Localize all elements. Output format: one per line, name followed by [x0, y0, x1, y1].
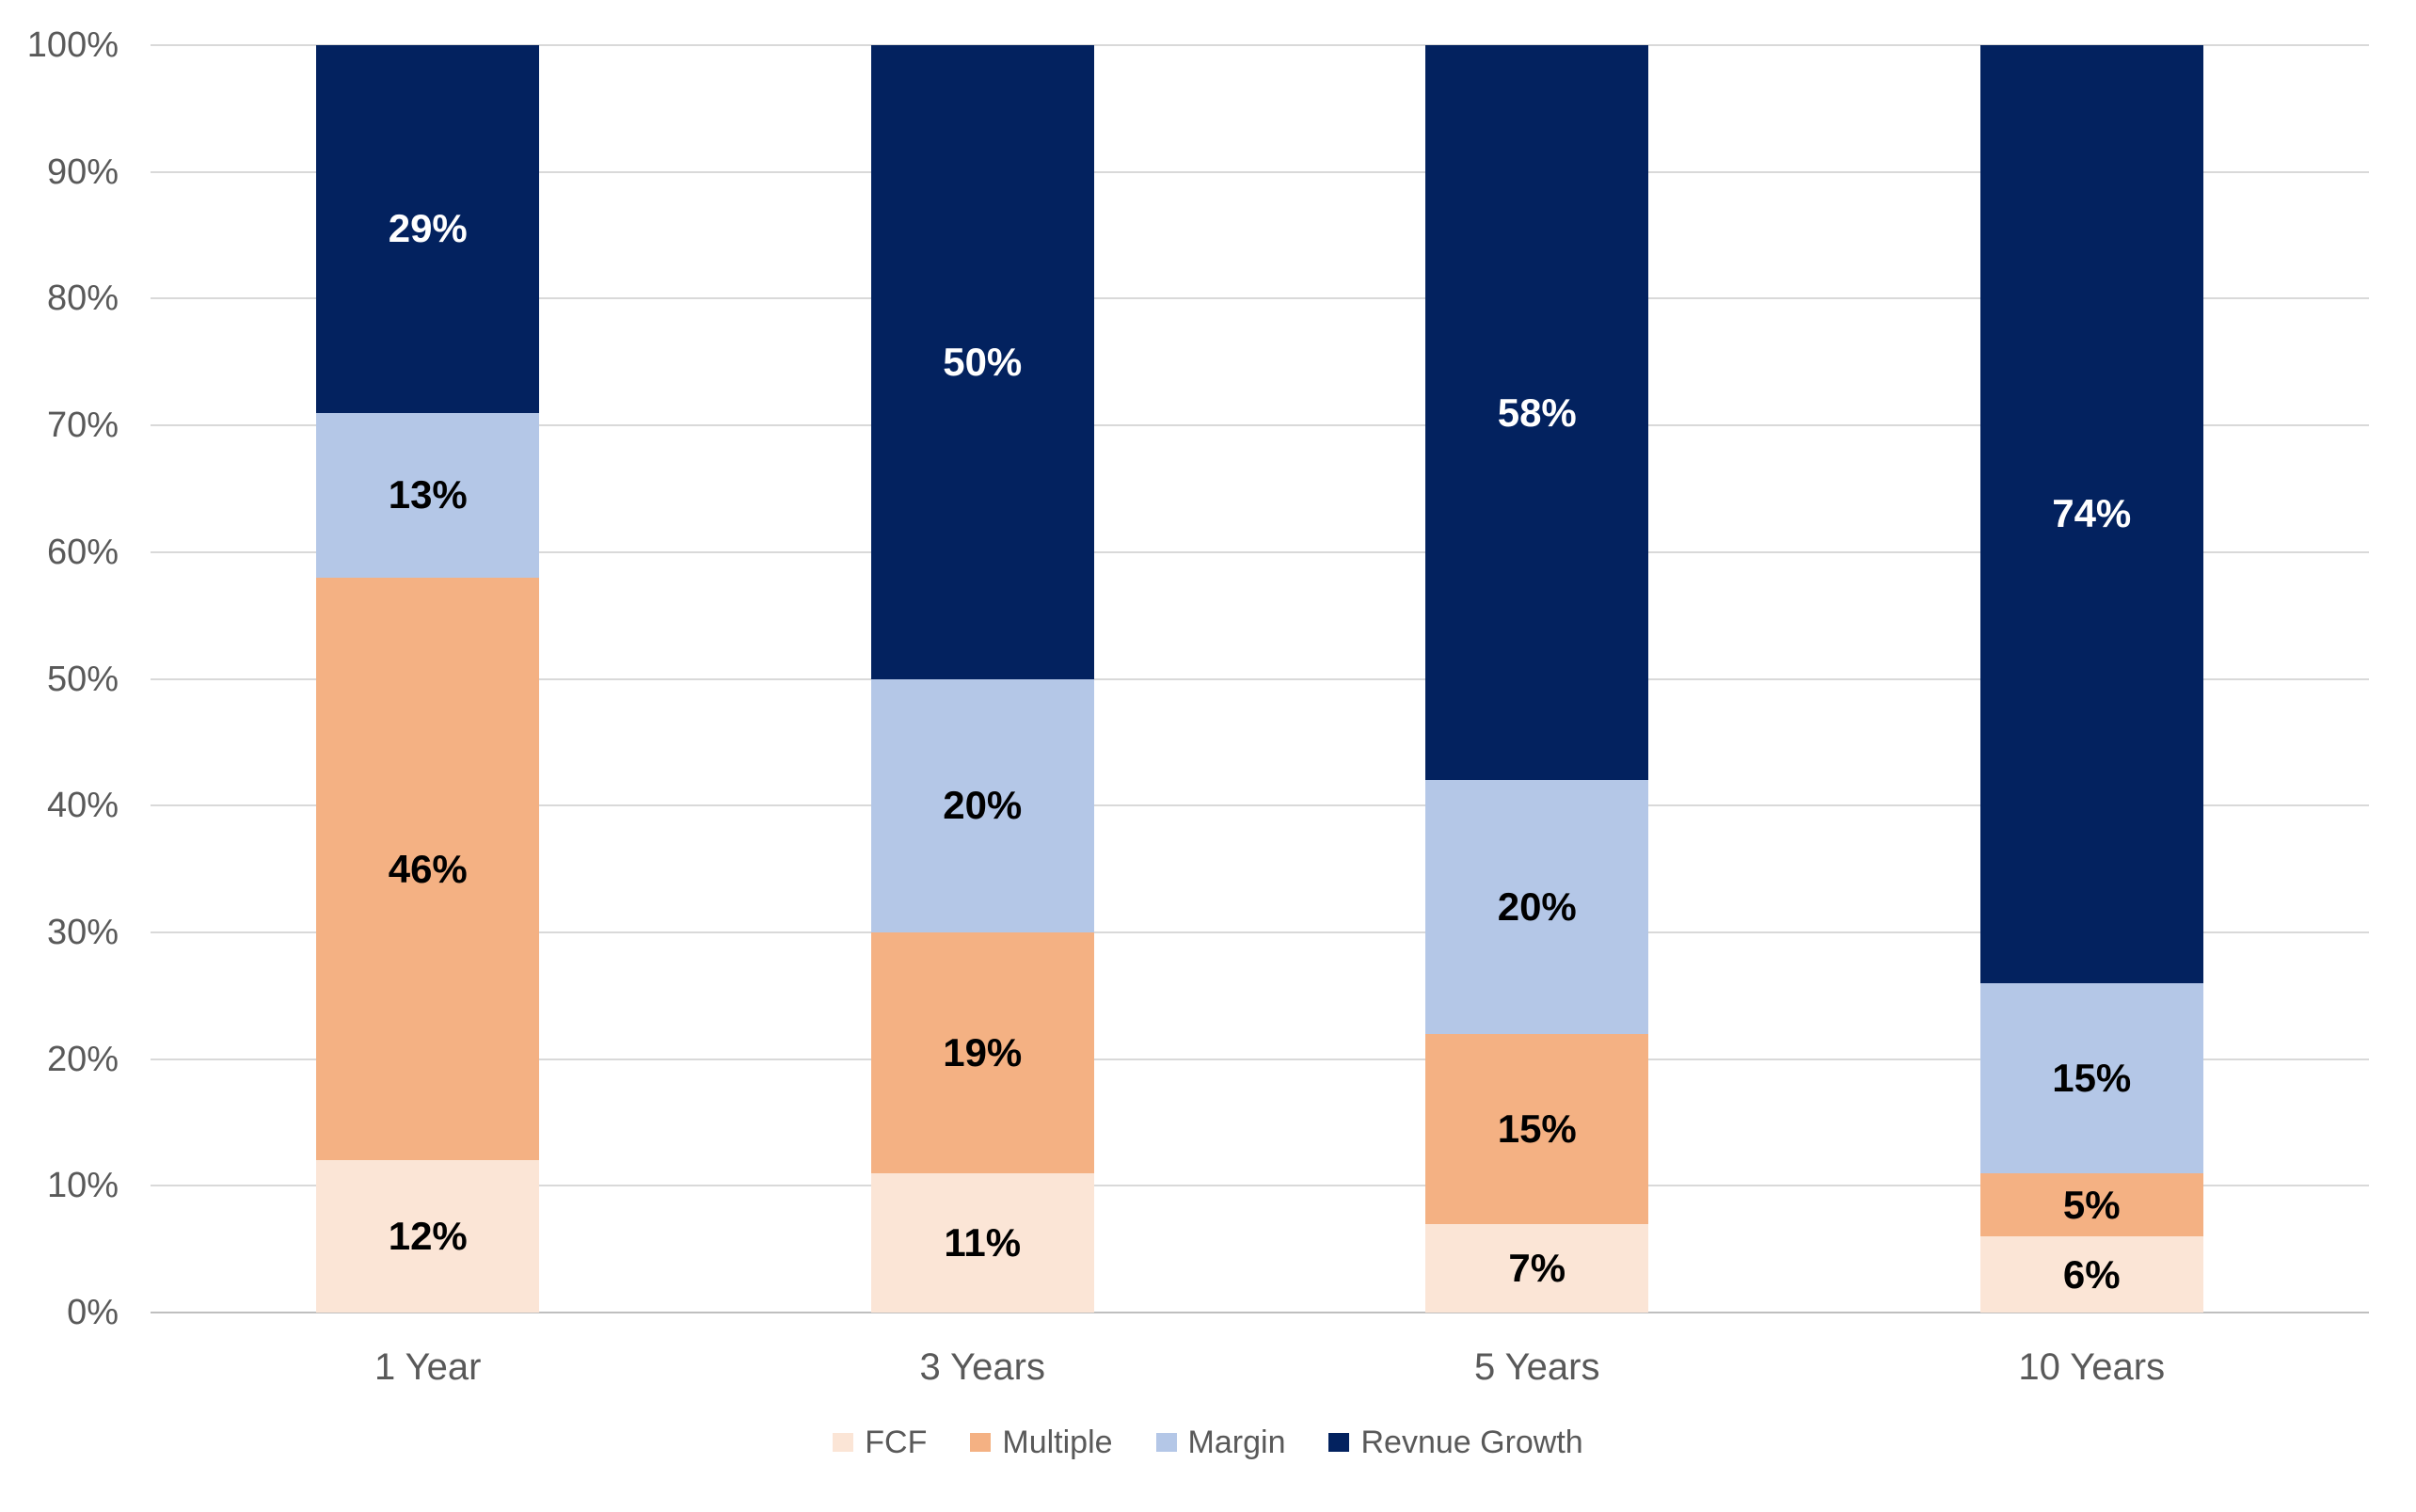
segment-value-label: 7% — [1508, 1245, 1566, 1290]
y-axis-tick-label: 10% — [46, 1166, 119, 1206]
segment-value-label: 15% — [1497, 1106, 1577, 1151]
segment-value-label: 15% — [2052, 1055, 2132, 1100]
legend-item-multiple: Multiple — [970, 1424, 1113, 1460]
bar-stack-3-years: 11% 19% 20% 50% — [870, 45, 1094, 1313]
y-axis-tick-label: 40% — [46, 786, 119, 826]
gridline-10 — [151, 1185, 2369, 1187]
segment-revnue-growth-1-year: 29% — [316, 45, 540, 413]
segment-multiple-10-years: 5% — [1979, 1172, 2203, 1237]
segment-value-label: 20% — [943, 783, 1023, 828]
legend-swatch-revnue-growth — [1328, 1433, 1350, 1452]
gridline-100 — [151, 44, 2369, 46]
bar-stack-10-years: 6% 5% 15% 74% — [1979, 45, 2203, 1313]
segment-value-label: 12% — [388, 1214, 468, 1259]
segment-multiple-1-year: 46% — [316, 577, 540, 1161]
segment-margin-5-years: 20% — [1425, 780, 1649, 1034]
segment-margin-10-years: 15% — [1979, 982, 2203, 1173]
y-axis-tick-label: 80% — [46, 279, 119, 319]
legend-label: Multiple — [1002, 1424, 1113, 1460]
gridline-70 — [151, 424, 2369, 427]
legend-swatch-fcf — [833, 1433, 854, 1452]
y-axis-tick-label: 70% — [46, 406, 119, 446]
segment-margin-3-years: 20% — [870, 678, 1094, 932]
legend-label: Revnue Growth — [1360, 1424, 1583, 1460]
segment-value-label: 13% — [388, 472, 468, 517]
segment-revnue-growth-10-years: 74% — [1979, 45, 2203, 983]
bar-5-years: 7% 15% 20% 58% — [1260, 45, 1815, 1313]
legend-swatch-multiple — [970, 1433, 992, 1452]
segment-value-label: 5% — [2062, 1182, 2121, 1227]
chart-legend: FCF Multiple Margin Revnue Growth — [0, 1426, 2416, 1458]
gridline-50 — [151, 677, 2369, 680]
gridline-20 — [151, 1058, 2369, 1060]
x-axis-category-label: 10 Years — [2018, 1346, 2166, 1388]
segment-fcf-3-years: 11% — [870, 1172, 1094, 1313]
segment-value-label: 20% — [1497, 883, 1577, 929]
segment-revnue-growth-5-years: 58% — [1425, 45, 1649, 781]
segment-multiple-3-years: 19% — [870, 931, 1094, 1173]
legend-label: Margin — [1187, 1424, 1286, 1460]
y-axis-tick-label: 20% — [46, 1039, 119, 1079]
y-axis-tick-label: 90% — [46, 151, 119, 192]
segment-value-label: 29% — [388, 206, 468, 251]
bar-stack-1-year: 12% 46% 13% 29% — [316, 45, 540, 1313]
legend-item-margin: Margin — [1155, 1424, 1286, 1460]
segment-fcf-10-years: 6% — [1979, 1236, 2203, 1313]
y-axis-tick-label: 60% — [46, 532, 119, 572]
gridline-30 — [151, 931, 2369, 933]
bar-stack-5-years: 7% 15% 20% 58% — [1425, 45, 1649, 1313]
x-axis-category-label: 3 Years — [919, 1346, 1045, 1388]
segment-value-label: 6% — [2062, 1251, 2121, 1297]
x-axis-category-label: 5 Years — [1474, 1346, 1600, 1388]
bar-1-year: 12% 46% 13% 29% — [151, 45, 706, 1313]
y-axis-tick-label: 30% — [46, 912, 119, 952]
segment-revnue-growth-3-years: 50% — [870, 45, 1094, 679]
legend-label: FCF — [865, 1424, 928, 1460]
gridline-60 — [151, 550, 2369, 553]
legend-swatch-margin — [1155, 1433, 1177, 1452]
plot-area: 0% 10% 20% 30% 40% 50% 60% 70% 80% 90% 100% 12% 46% 1… — [27, 27, 2370, 1386]
segment-margin-1-year: 13% — [316, 412, 540, 578]
segment-multiple-5-years: 15% — [1425, 1033, 1649, 1224]
legend-item-fcf: FCF — [833, 1426, 927, 1458]
segment-value-label: 46% — [388, 846, 468, 891]
segment-value-label: 58% — [1497, 390, 1577, 435]
y-axis-tick-label: 50% — [46, 659, 119, 699]
segment-value-label: 19% — [943, 1029, 1023, 1074]
y-axis-tick-label: 0% — [67, 1293, 119, 1332]
segment-value-label: 11% — [944, 1219, 1022, 1265]
gridline-80 — [151, 297, 2369, 300]
segment-fcf-5-years: 7% — [1425, 1223, 1649, 1313]
segment-fcf-1-year: 12% — [316, 1160, 540, 1313]
y-axis-tick-label: 100% — [26, 25, 119, 65]
bar-10-years: 6% 5% 15% 74% — [1815, 45, 2370, 1313]
gridline-90 — [151, 170, 2369, 173]
gridline-40 — [151, 804, 2369, 807]
segment-value-label: 50% — [943, 339, 1023, 384]
x-axis-line — [151, 1312, 2369, 1313]
x-axis-category-label: 1 Year — [374, 1346, 482, 1388]
legend-item-revnue-growth: Revnue Growth — [1328, 1424, 1583, 1460]
segment-value-label: 74% — [2052, 491, 2132, 536]
bar-3-years: 11% 19% 20% 50% — [706, 45, 1261, 1313]
